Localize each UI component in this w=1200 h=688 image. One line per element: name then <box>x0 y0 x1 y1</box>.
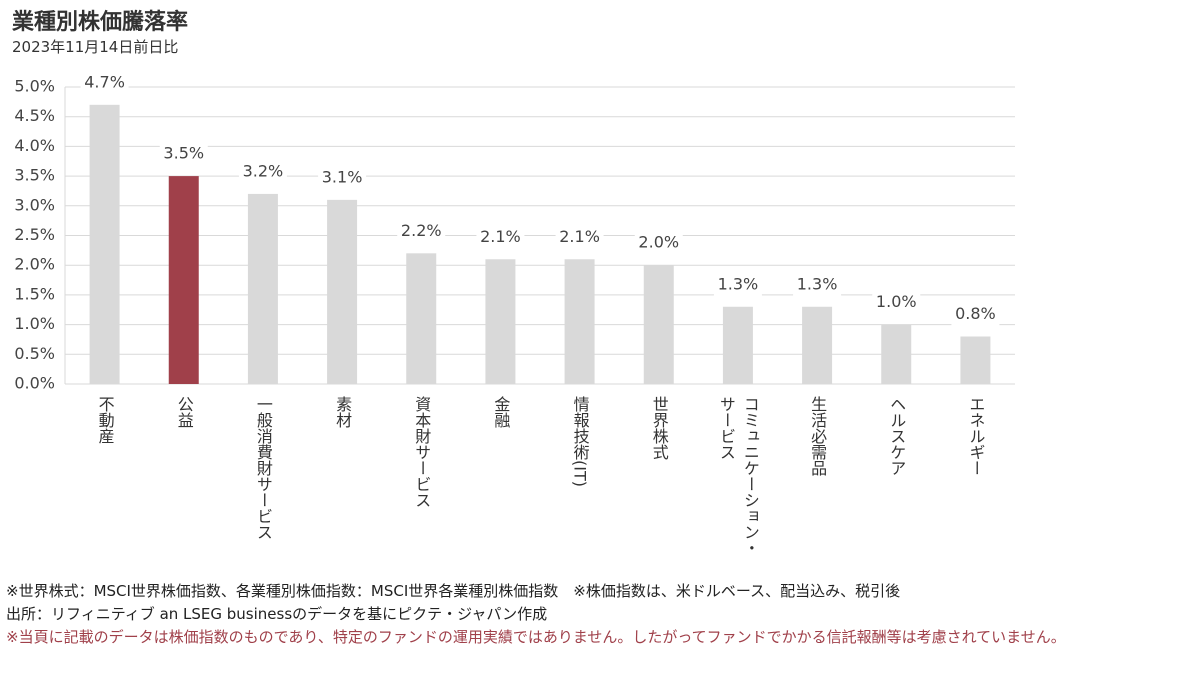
value-label: 1.0% <box>876 292 917 311</box>
x-tick-label: 資本財サービス <box>412 396 432 508</box>
x-tick-label: 世界株式 <box>649 396 669 460</box>
x-tick-label: 生活必需品 <box>808 396 828 476</box>
disclaimer: ※当頁に記載のデータは株価指数のものであり、特定のファンドの運用実績ではありませ… <box>6 628 1066 646</box>
value-label-bg <box>872 291 921 314</box>
note: 出所：リフィニティブ an LSEG businessのデータを基にピクテ・ジャ… <box>6 605 548 623</box>
bar <box>881 324 912 384</box>
x-tick-label: コミュニケーション・サービス <box>716 396 760 556</box>
chart-title: 業種別株価騰落率 <box>12 10 189 35</box>
note: ※世界株式：MSCI世界株価指数、各業種別株価指数：MSCI世界各業種別株価指数… <box>6 582 901 600</box>
value-label: 2.2% <box>401 221 442 240</box>
bar <box>89 104 120 384</box>
value-label: 3.2% <box>243 161 284 180</box>
value-label-bg <box>318 166 367 189</box>
value-label-bg <box>713 273 762 296</box>
value-label-bg <box>397 220 446 243</box>
y-tick-label: 4.0% <box>14 136 55 155</box>
bar <box>485 259 516 384</box>
bar <box>327 199 358 384</box>
x-tick-label: 不動産 <box>95 396 115 444</box>
value-label: 4.7% <box>84 72 125 91</box>
x-tick-label: 素材 <box>333 396 353 428</box>
bar <box>960 336 991 384</box>
value-label: 2.1% <box>559 227 600 246</box>
value-label-bg <box>159 143 208 166</box>
value-label-bg <box>476 226 525 249</box>
chart-subtitle: 2023年11月14日前日比 <box>12 38 179 56</box>
bar <box>643 265 674 384</box>
y-tick-label: 3.0% <box>14 195 55 214</box>
y-tick-label: 1.5% <box>14 284 55 303</box>
x-tick-label: ヘルスケア <box>887 396 907 476</box>
value-label: 0.8% <box>955 304 996 323</box>
bar <box>247 193 278 384</box>
value-label: 1.3% <box>718 274 759 293</box>
x-tick-label: 情報技術(IT) <box>570 396 590 487</box>
y-tick-label: 0.0% <box>14 374 55 393</box>
x-tick-label: 公益 <box>174 396 194 428</box>
bar <box>722 306 753 384</box>
value-label: 1.3% <box>797 274 838 293</box>
y-tick-label: 2.5% <box>14 225 55 244</box>
bar <box>802 306 833 384</box>
y-tick-label: 1.0% <box>14 314 55 333</box>
bar <box>168 176 199 384</box>
x-tick-label: 一般消費財サービス <box>253 396 273 540</box>
x-tick-label: エネルギー <box>966 396 986 476</box>
y-tick-label: 0.5% <box>14 344 55 363</box>
value-label: 3.5% <box>163 144 204 163</box>
x-tick-label: 金融 <box>491 396 511 428</box>
value-label-bg <box>238 160 287 183</box>
bar <box>406 253 437 384</box>
value-label: 3.1% <box>322 167 363 186</box>
y-tick-label: 5.0% <box>14 77 55 96</box>
value-label-bg <box>634 232 683 255</box>
value-label: 2.1% <box>480 227 521 246</box>
y-tick-label: 2.0% <box>14 255 55 274</box>
value-label-bg <box>793 273 842 296</box>
value-label-bg <box>951 303 1000 326</box>
bar <box>564 259 595 384</box>
y-tick-label: 4.5% <box>14 106 55 125</box>
value-label: 2.0% <box>638 233 679 252</box>
y-tick-label: 3.5% <box>14 166 55 185</box>
value-label-bg <box>555 226 604 249</box>
value-label-bg <box>80 71 129 94</box>
